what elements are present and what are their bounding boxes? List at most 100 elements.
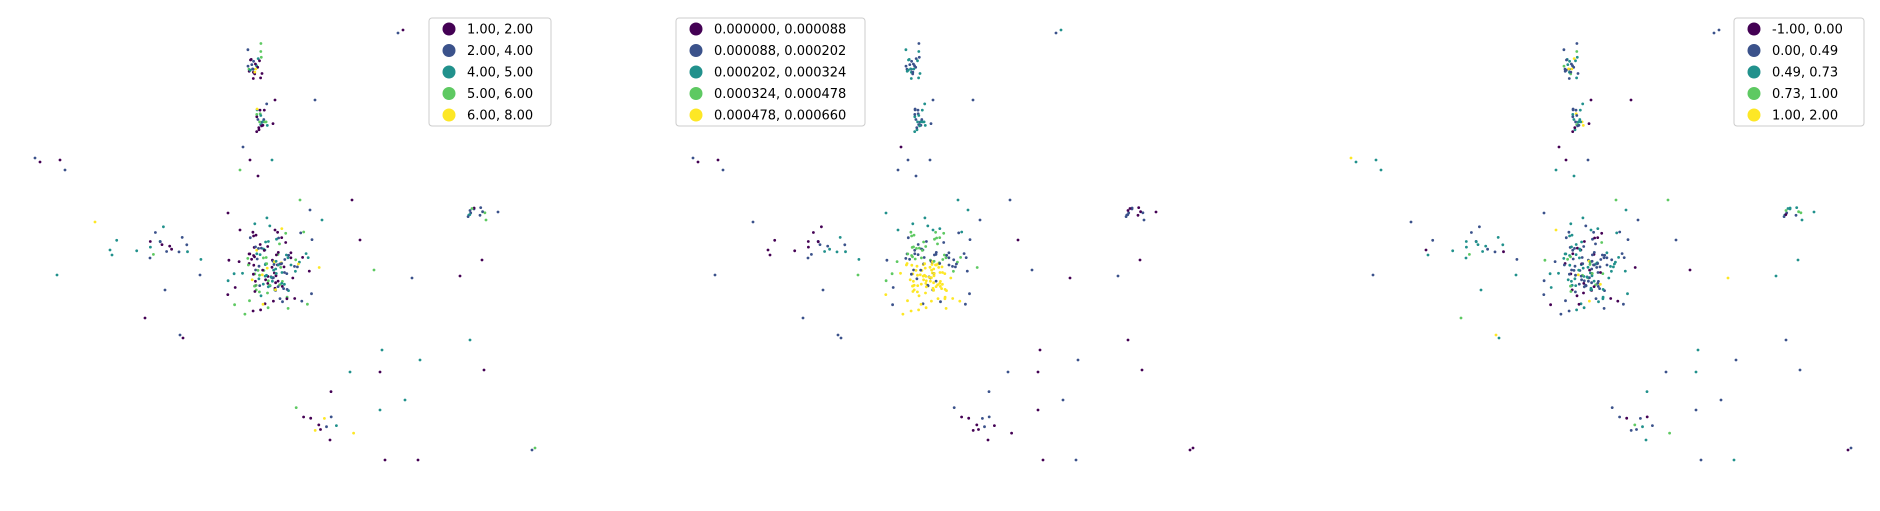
node-point <box>958 299 962 303</box>
node-point <box>266 282 270 285</box>
node-point <box>919 302 923 306</box>
node-point <box>257 247 260 250</box>
node-point <box>265 266 269 270</box>
node-point <box>1581 266 1585 270</box>
node-point <box>1668 431 1671 435</box>
legend-marker <box>1747 87 1761 100</box>
node-point <box>300 299 304 303</box>
node-point <box>933 237 936 241</box>
node-point <box>1479 288 1483 292</box>
node-point <box>1626 292 1629 296</box>
node-point <box>1592 285 1596 288</box>
node-point <box>1061 398 1065 402</box>
node-point <box>1582 285 1586 289</box>
node-point <box>921 274 925 278</box>
node-point <box>274 288 277 292</box>
node-point <box>938 271 942 274</box>
node-point <box>1570 62 1573 66</box>
node-point <box>1592 230 1595 234</box>
node-point <box>1694 370 1698 374</box>
node-point <box>268 224 272 228</box>
node-point <box>278 297 282 300</box>
node-point <box>942 241 946 244</box>
node-point <box>918 246 921 250</box>
node-point <box>1610 258 1614 262</box>
node-point <box>913 248 917 252</box>
node-point <box>1016 238 1020 242</box>
node-point <box>1795 206 1799 210</box>
node-point <box>255 248 259 252</box>
node-point <box>1542 293 1546 296</box>
node-point <box>1562 64 1566 68</box>
node-point <box>260 273 264 277</box>
node-point <box>917 55 921 59</box>
node-point <box>148 256 152 260</box>
node-point <box>1581 216 1585 220</box>
node-point <box>1481 250 1484 253</box>
node-point <box>257 264 261 268</box>
node-point <box>260 246 263 250</box>
node-point <box>396 31 400 35</box>
node-point <box>918 273 922 277</box>
node-point <box>1564 68 1568 72</box>
node-point <box>348 370 352 374</box>
node-point <box>1601 253 1604 257</box>
node-point <box>283 271 286 274</box>
node-point <box>470 207 474 210</box>
node-point <box>1636 218 1640 222</box>
node-point <box>248 236 252 240</box>
node-point <box>1515 258 1519 261</box>
node-point <box>1571 107 1575 111</box>
node-point <box>1797 210 1800 214</box>
node-point <box>896 168 900 172</box>
node-point <box>917 76 920 80</box>
node-point <box>299 231 303 235</box>
node-point <box>924 291 927 295</box>
node-point <box>1588 268 1591 272</box>
map-panel-degree: 1.00, 2.00 2.00, 4.00 4.00, 5.00 5.00, 6.00… <box>33 17 552 462</box>
node-point <box>1578 118 1582 121</box>
node-point <box>943 288 947 291</box>
node-point <box>1008 198 1012 202</box>
node-point <box>968 292 971 296</box>
node-point <box>306 302 309 306</box>
node-point <box>226 293 230 296</box>
node-point <box>891 303 894 307</box>
node-point <box>1484 244 1488 248</box>
node-point <box>944 307 948 310</box>
node-point <box>913 252 917 256</box>
node-point <box>919 282 923 286</box>
node-point <box>280 285 284 288</box>
legend-frame <box>1733 17 1865 127</box>
node-point <box>269 275 273 279</box>
node-point <box>253 290 257 293</box>
node-point <box>1572 118 1576 121</box>
node-point <box>919 268 923 272</box>
node-point <box>915 264 919 268</box>
node-point <box>1596 262 1600 265</box>
node-point <box>1633 423 1637 427</box>
node-point <box>1557 271 1560 275</box>
node-point <box>1732 458 1736 462</box>
node-point <box>1068 276 1072 280</box>
node-point <box>262 118 266 121</box>
node-point <box>1812 210 1816 214</box>
node-point <box>1542 279 1546 283</box>
node-point <box>55 273 59 277</box>
node-point <box>1572 65 1576 69</box>
node-point <box>924 306 928 310</box>
node-point <box>248 252 252 256</box>
node-point <box>826 244 830 248</box>
legend-marker <box>1747 22 1761 36</box>
node-point <box>1493 250 1497 254</box>
node-point <box>297 262 300 266</box>
node-point <box>896 228 900 232</box>
node-point <box>915 277 919 281</box>
node-point <box>1574 253 1578 256</box>
legend-marker <box>689 65 703 79</box>
node-point <box>1591 253 1594 257</box>
node-point <box>1788 206 1792 210</box>
legend-label: 0.73, 1.00 <box>1772 87 1838 102</box>
node-point <box>1126 338 1130 342</box>
legend-frame <box>675 17 866 127</box>
